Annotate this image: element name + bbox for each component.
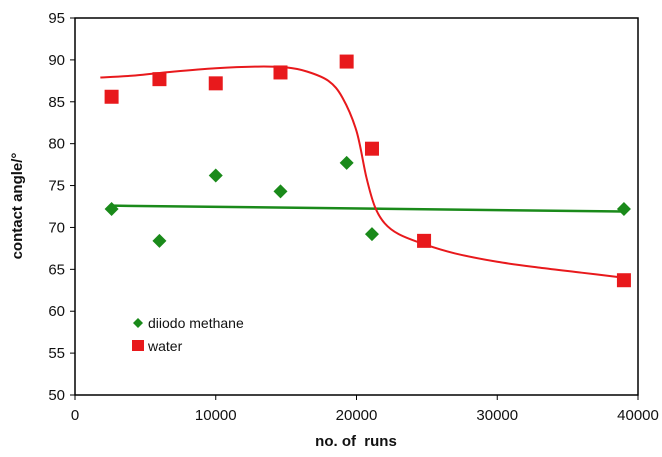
y-tick-label: 95 bbox=[48, 10, 65, 27]
fit-curve-water bbox=[100, 65, 625, 279]
y-tick-label: 60 bbox=[48, 303, 65, 320]
y-tick-label: 75 bbox=[48, 178, 65, 195]
data-point-water bbox=[273, 65, 288, 80]
legend-label-water: water bbox=[147, 338, 183, 354]
x-axis-title: no. of runs bbox=[315, 433, 397, 450]
data-point-water bbox=[152, 72, 167, 87]
data-point-water bbox=[339, 54, 354, 69]
data-point-diiodo-methane bbox=[152, 233, 167, 248]
data-point-diiodo-methane bbox=[616, 202, 631, 217]
trend-line-diiodo-methane bbox=[111, 204, 624, 213]
data-point-water bbox=[104, 89, 119, 104]
x-tick-label: 20000 bbox=[336, 407, 378, 424]
x-tick-label: 10000 bbox=[195, 407, 237, 424]
fit-lines bbox=[100, 65, 625, 279]
legend-label-diiodo-methane: diiodo methane bbox=[148, 315, 244, 331]
y-tick-label: 55 bbox=[48, 345, 65, 362]
data-point-diiodo-methane bbox=[273, 184, 288, 199]
y-tick-label: 65 bbox=[48, 261, 65, 278]
data-point-diiodo-methane bbox=[339, 155, 354, 170]
legend-marker-diiodo-methane bbox=[133, 318, 143, 328]
y-axis: 50 55 60 65 70 75 80 85 90 95 bbox=[48, 10, 75, 404]
legend-marker-water bbox=[132, 340, 144, 351]
data-point-water bbox=[208, 76, 223, 91]
x-tick-label: 40000 bbox=[617, 407, 659, 424]
y-tick-label: 70 bbox=[48, 219, 65, 236]
data-points bbox=[104, 54, 631, 288]
y-tick-label: 50 bbox=[48, 387, 65, 404]
x-tick-label: 0 bbox=[71, 407, 79, 424]
data-point-water bbox=[616, 273, 631, 288]
data-point-water bbox=[417, 233, 432, 248]
data-point-water bbox=[364, 141, 379, 156]
legend: diiodo methane water bbox=[132, 315, 244, 354]
y-axis-title: contact angle/° bbox=[9, 153, 26, 260]
y-tick-label: 85 bbox=[48, 94, 65, 111]
y-tick-label: 80 bbox=[48, 136, 65, 153]
x-axis: 0 10000 20000 30000 40000 bbox=[71, 395, 659, 424]
x-tick-label: 30000 bbox=[476, 407, 518, 424]
data-point-diiodo-methane bbox=[364, 227, 379, 242]
data-point-diiodo-methane bbox=[208, 168, 223, 183]
y-tick-label: 90 bbox=[48, 52, 65, 69]
data-point-diiodo-methane bbox=[104, 202, 119, 217]
